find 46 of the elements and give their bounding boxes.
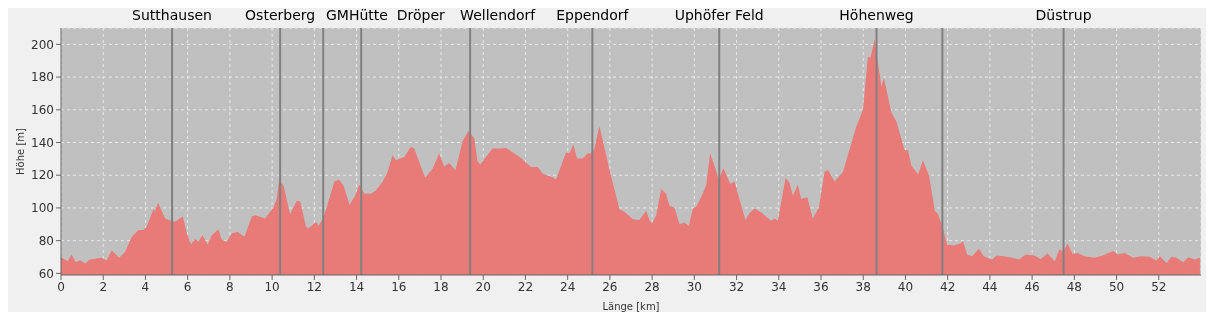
- ref-line-label: Höhenweg: [839, 7, 914, 23]
- x-tick-label: 18: [433, 279, 449, 294]
- y-tick-label: 140: [31, 135, 54, 150]
- x-tick-label: 2: [99, 279, 108, 294]
- ref-line-label: Eppendorf: [556, 7, 630, 23]
- x-tick-label: 48: [1066, 279, 1082, 294]
- y-tick-label: 80: [38, 233, 54, 248]
- x-tick-label: 50: [1108, 279, 1125, 294]
- x-tick-label: 38: [855, 279, 871, 294]
- x-tick-label: 12: [306, 279, 322, 294]
- y-tick-label: 180: [31, 70, 54, 85]
- x-tick-label: 30: [686, 279, 702, 294]
- y-tick-label: 60: [38, 266, 54, 281]
- ref-line-label: GMHütte: [325, 7, 388, 23]
- ref-line-label: Uphöfer Feld: [674, 7, 764, 23]
- x-tick-label: 24: [560, 279, 576, 294]
- y-tick-label: 200: [31, 37, 54, 52]
- ref-line-label: Osterberg: [245, 7, 316, 23]
- ref-line-label: Dröper: [396, 7, 446, 23]
- x-tick-label: 8: [226, 279, 234, 294]
- x-axis-title: Länge [km]: [602, 301, 660, 312]
- x-tick-label: 28: [644, 279, 660, 294]
- x-tick-label: 4: [141, 279, 150, 294]
- x-tick-label: 44: [982, 279, 998, 294]
- x-tick-label: 42: [940, 279, 956, 294]
- y-axis-title: Höhe [m]: [14, 127, 26, 175]
- x-tick-label: 6: [183, 279, 192, 294]
- x-tick-label: 34: [771, 279, 787, 294]
- x-tick-label: 14: [348, 279, 365, 294]
- x-tick-label: 32: [728, 279, 745, 294]
- x-tick-label: 36: [813, 279, 829, 294]
- y-tick-label: 120: [31, 168, 54, 183]
- x-tick-label: 52: [1151, 279, 1167, 294]
- x-tick-label: 40: [897, 279, 914, 294]
- x-tick-label: 16: [391, 279, 407, 294]
- x-tick-label: 10: [264, 279, 280, 294]
- x-tick-label: 0: [57, 279, 65, 294]
- y-tick-label: 100: [31, 201, 54, 216]
- ref-line-label: Düstrup: [1035, 7, 1092, 23]
- x-tick-label: 22: [517, 279, 534, 294]
- y-tick-label: 160: [31, 103, 54, 118]
- x-tick-label: 26: [602, 279, 618, 294]
- ref-line-label: Wellendorf: [460, 7, 537, 23]
- ref-line-label: Sutthausen: [132, 7, 212, 23]
- x-tick-label: 46: [1024, 279, 1040, 294]
- x-tick-label: 20: [475, 279, 491, 294]
